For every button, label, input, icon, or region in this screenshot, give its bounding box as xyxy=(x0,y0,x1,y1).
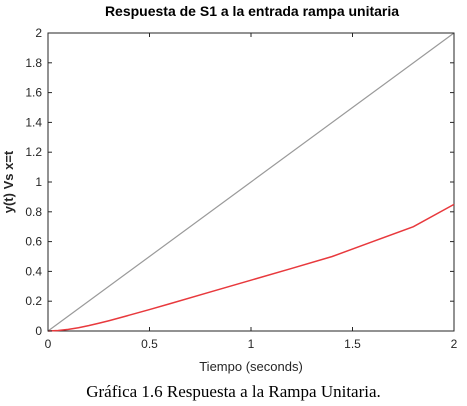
y-tick-label: 1.4 xyxy=(25,115,42,129)
x-axis-label: Tiempo (seconds) xyxy=(199,359,303,374)
series-line-1 xyxy=(47,32,455,332)
x-tick-label: 2 xyxy=(451,337,458,351)
x-tick-label: 0.5 xyxy=(141,337,158,351)
y-tick-label: 2 xyxy=(35,26,42,40)
y-tick-label: 0.6 xyxy=(25,235,42,249)
y-tick-label: 1 xyxy=(35,175,42,189)
y-axis-label: y(t) Vs x=t xyxy=(1,150,16,213)
y-tick-label: 0.8 xyxy=(25,205,42,219)
tick-layer: 0 0.5 1 1.5 2 0 0.2 0.4 0.6 0.8 1 1.2 1.4 1.6 1.8 2 xyxy=(25,26,457,351)
chart-title: Respuesta de S1 a la entrada rampa unita… xyxy=(105,3,399,19)
y-tick-label: 1.8 xyxy=(25,56,42,70)
y-tick-label: 0.2 xyxy=(25,294,42,308)
x-tick-label: 0 xyxy=(45,337,52,351)
y-tick-label: 0.4 xyxy=(25,264,42,278)
y-tick-label: 1.6 xyxy=(25,86,42,100)
series-layer xyxy=(47,32,455,332)
series-line-2 xyxy=(47,203,455,332)
figure-caption: Gráfica 1.6 Respuesta a la Rampa Unitari… xyxy=(86,382,381,401)
y-tick-label: 0 xyxy=(35,324,42,338)
y-tick-label: 1.2 xyxy=(25,145,42,159)
x-tick-label: 1.5 xyxy=(344,337,361,351)
x-tick-label: 1 xyxy=(248,337,255,351)
